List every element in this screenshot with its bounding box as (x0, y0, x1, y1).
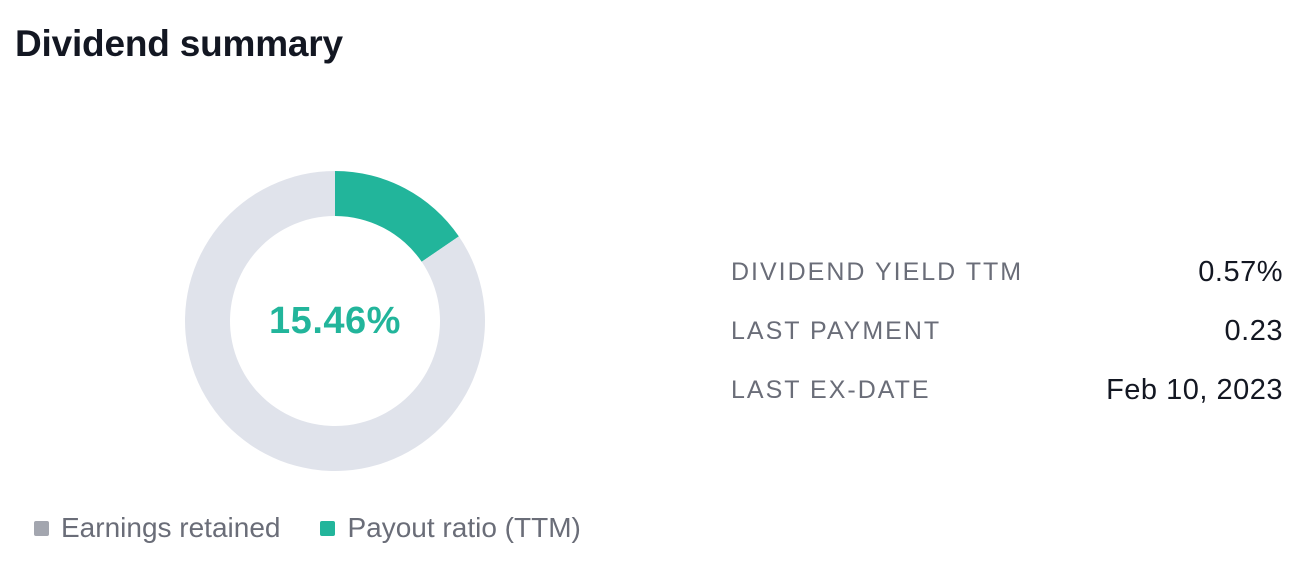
stat-value-last-payment: 0.23 (1224, 315, 1283, 347)
stat-label-dividend-yield: DIVIDEND YIELD TTM (731, 258, 1024, 286)
legend-item-payout-ratio[interactable]: Payout ratio (TTM) (320, 512, 581, 544)
stat-label-last-payment: LAST PAYMENT (731, 317, 942, 345)
chart-legend: Earnings retained Payout ratio (TTM) (34, 512, 621, 544)
donut-slice-earnings-retained[interactable] (185, 171, 485, 471)
legend-swatch-payout-ratio (320, 520, 336, 536)
donut-center-value: 15.46% (269, 299, 401, 342)
legend-swatch-earnings-retained (34, 520, 49, 536)
page-title: Dividend summary (15, 23, 343, 64)
stat-value-last-ex-date: Feb 10, 2023 (1106, 374, 1283, 406)
dividend-stats: DIVIDEND YIELD TTM 0.57% LAST PAYMENT 0.… (731, 243, 1283, 420)
stat-row-last-payment: LAST PAYMENT 0.23 (731, 302, 1283, 361)
donut-svg (185, 171, 485, 471)
donut-slice-payout-ratio-ttm[interactable] (335, 171, 459, 262)
legend-item-earnings-retained[interactable]: Earnings retained (34, 512, 280, 544)
stat-row-dividend-yield: DIVIDEND YIELD TTM 0.57% (731, 243, 1283, 302)
payout-donut-chart: 15.46% (185, 171, 485, 471)
stat-row-last-ex-date: LAST EX-DATE Feb 10, 2023 (731, 361, 1283, 420)
legend-label-payout-ratio: Payout ratio (TTM) (347, 512, 581, 543)
stat-value-dividend-yield: 0.57% (1198, 256, 1283, 288)
legend-label-earnings-retained: Earnings retained (61, 512, 281, 543)
stat-label-last-ex-date: LAST EX-DATE (731, 376, 931, 404)
